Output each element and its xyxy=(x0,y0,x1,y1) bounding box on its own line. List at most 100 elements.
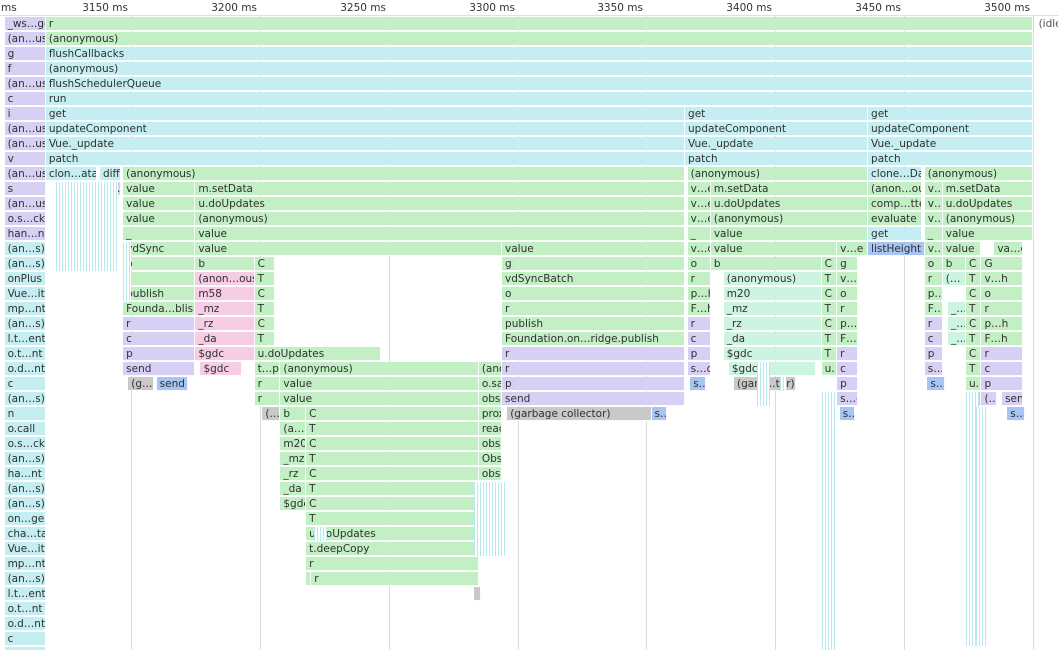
call-frame[interactable]: o xyxy=(123,257,196,271)
call-frame[interactable]: (an…s) xyxy=(4,392,46,406)
call-frame[interactable]: c xyxy=(4,92,46,106)
call-frame[interactable]: flushCallbacks xyxy=(45,47,1033,61)
call-frame[interactable]: u… xyxy=(965,377,982,391)
call-frame[interactable]: observe xyxy=(478,437,503,451)
call-frame[interactable]: $gdc xyxy=(200,362,242,376)
call-frame[interactable]: _rz xyxy=(723,317,822,331)
call-frame[interactable]: u.doUpdates xyxy=(195,197,686,211)
call-frame[interactable]: o.s…ck xyxy=(4,212,46,226)
call-frame[interactable]: (anonymous) xyxy=(45,62,1033,76)
call-frame[interactable]: _mz xyxy=(195,302,255,316)
call-frame[interactable]: o.call xyxy=(4,422,46,436)
call-frame[interactable]: clon…ata xyxy=(45,167,98,181)
call-frame[interactable]: (ano…us) xyxy=(478,362,503,376)
call-frame[interactable]: r xyxy=(924,317,943,331)
call-frame[interactable]: (idle) xyxy=(1035,17,1059,31)
call-frame[interactable]: (anonymous) xyxy=(687,167,869,181)
call-frame[interactable]: m.setData xyxy=(710,182,869,196)
call-frame[interactable]: $gdc xyxy=(195,347,255,361)
call-frame[interactable]: r xyxy=(254,377,281,391)
call-frame[interactable]: T xyxy=(306,482,479,496)
call-frame[interactable]: value xyxy=(710,242,838,256)
call-frame[interactable]: value xyxy=(195,242,503,256)
call-frame[interactable]: v… xyxy=(924,212,943,226)
call-frame[interactable]: C xyxy=(254,257,276,271)
call-frame[interactable]: r xyxy=(981,347,1023,361)
call-frame[interactable]: _ xyxy=(924,227,943,241)
call-frame[interactable] xyxy=(306,572,312,586)
call-frame[interactable]: b xyxy=(942,257,966,271)
call-frame[interactable]: r xyxy=(123,317,196,331)
call-frame[interactable]: T xyxy=(821,302,838,316)
call-frame[interactable]: value xyxy=(942,227,1033,241)
call-frame[interactable]: o.d…nt xyxy=(4,362,46,376)
call-frame[interactable]: o.t…nt xyxy=(4,602,46,616)
call-frame[interactable]: r xyxy=(502,362,686,376)
call-frame[interactable]: (… xyxy=(981,392,997,406)
call-frame[interactable]: (anonymous) xyxy=(123,167,686,181)
call-frame[interactable]: flushSchedulerQueue xyxy=(45,77,1033,91)
call-frame[interactable]: l.t…ent xyxy=(4,332,46,346)
call-frame[interactable]: l.t…ent xyxy=(4,587,46,601)
call-frame[interactable]: n xyxy=(4,407,46,421)
call-frame[interactable]: c xyxy=(123,332,196,346)
call-frame[interactable]: prox…ter xyxy=(478,407,503,421)
call-frame[interactable]: C xyxy=(821,287,838,301)
call-frame[interactable]: (anon…ous) xyxy=(195,272,255,286)
call-frame[interactable]: value xyxy=(195,227,686,241)
call-frame[interactable]: o.s…ck xyxy=(4,437,46,451)
call-frame[interactable]: F…h xyxy=(687,302,711,316)
call-frame[interactable]: comp…tter xyxy=(868,197,923,211)
call-frame[interactable]: F…h xyxy=(837,332,858,346)
call-frame[interactable]: get xyxy=(868,107,1033,121)
call-frame[interactable]: s… xyxy=(651,407,667,421)
call-frame[interactable]: C xyxy=(965,287,982,301)
call-frame[interactable]: F… xyxy=(924,302,943,316)
call-frame[interactable]: r xyxy=(837,347,858,361)
call-frame[interactable]: _rz xyxy=(195,317,255,331)
call-frame[interactable]: C xyxy=(965,317,982,331)
call-frame[interactable]: s… xyxy=(839,407,856,421)
call-frame[interactable]: v…c xyxy=(687,242,711,256)
call-frame[interactable]: v… xyxy=(924,197,943,211)
call-frame[interactable]: han…nt xyxy=(4,227,46,241)
call-frame[interactable]: Vue…it xyxy=(4,542,46,556)
call-frame[interactable]: send xyxy=(123,362,196,376)
call-frame[interactable]: T xyxy=(254,272,276,286)
call-frame[interactable]: C xyxy=(254,287,276,301)
call-frame[interactable]: patch xyxy=(45,152,686,166)
call-frame[interactable]: patch xyxy=(868,152,1033,166)
call-frame[interactable]: $gdc xyxy=(723,347,822,361)
call-frame[interactable] xyxy=(4,647,46,650)
call-frame[interactable]: u.doUpdates xyxy=(710,197,869,211)
call-frame[interactable]: t.deepCopy xyxy=(306,542,479,556)
call-frame[interactable]: _mz xyxy=(280,452,307,466)
call-frame[interactable]: _rz xyxy=(280,467,307,481)
call-frame[interactable]: (anonymous) xyxy=(710,212,869,226)
call-frame[interactable]: v…e xyxy=(687,197,711,211)
call-frame[interactable]: Vue…it xyxy=(4,287,46,301)
call-frame[interactable]: (anonymous) xyxy=(942,212,1033,226)
call-frame[interactable]: (an…s) xyxy=(4,242,46,256)
call-frame[interactable]: $gdc xyxy=(728,362,817,376)
call-frame[interactable]: T xyxy=(965,362,982,376)
call-frame[interactable]: _da xyxy=(195,332,255,346)
call-frame[interactable]: m.setData xyxy=(195,182,686,196)
call-frame[interactable]: t…p xyxy=(254,362,281,376)
call-frame[interactable]: T xyxy=(965,272,982,286)
call-frame[interactable]: o.sa…ack xyxy=(478,377,503,391)
call-frame[interactable]: vdSync xyxy=(123,242,196,256)
call-frame[interactable]: (… xyxy=(942,272,966,286)
call-frame[interactable]: Founda…blish xyxy=(123,302,196,316)
call-frame[interactable]: c xyxy=(837,362,858,376)
call-frame[interactable]: C xyxy=(821,257,838,271)
call-frame[interactable]: obs…ray xyxy=(478,467,503,481)
call-frame[interactable]: Vue._update xyxy=(685,137,869,151)
call-frame[interactable]: _ xyxy=(123,227,196,241)
call-frame[interactable]: Observer xyxy=(478,452,503,466)
call-frame[interactable]: r xyxy=(502,347,686,361)
call-frame[interactable]: diff xyxy=(99,167,121,181)
call-frame[interactable]: listHeight xyxy=(868,242,925,256)
call-frame[interactable]: v xyxy=(4,152,46,166)
call-frame[interactable]: p xyxy=(687,347,711,361)
